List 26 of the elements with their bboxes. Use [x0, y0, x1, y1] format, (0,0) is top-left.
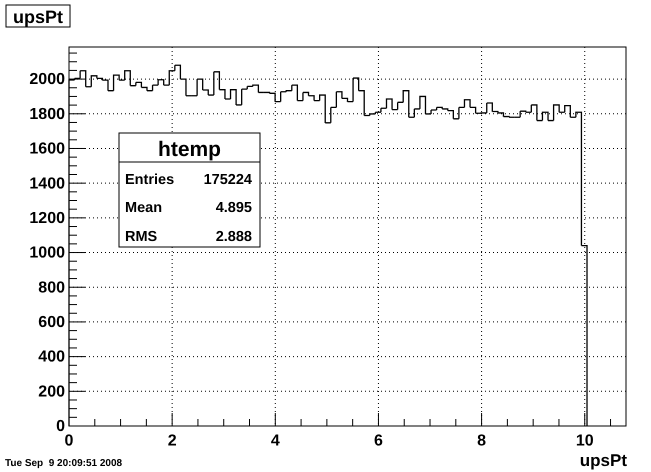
- x-tick-label: 6: [374, 432, 383, 450]
- y-tick-label: 1200: [29, 210, 66, 227]
- annotation: 4.895: [216, 200, 252, 216]
- y-tick-label: 600: [38, 314, 66, 332]
- y-tick-label: 0: [56, 418, 66, 436]
- x-axis-title: upsPt: [580, 451, 628, 470]
- text: Tue Sep 9 20:09:51 2008: [5, 458, 123, 469]
- y-tick-label: 800: [38, 279, 66, 296]
- annotation: RMS: [125, 229, 158, 245]
- y-tick-label: 2000: [29, 71, 66, 88]
- annotation: Mean: [125, 200, 162, 216]
- y-tick-label: 1800: [29, 106, 66, 123]
- y-tick-label: 1400: [29, 175, 66, 192]
- x-tick-label: 4: [270, 432, 280, 450]
- y-tick-label: 1000: [29, 244, 66, 262]
- chart-title: upsPt: [13, 7, 64, 27]
- y-tick-label: 1600: [29, 140, 66, 158]
- x-tick-label: 10: [576, 432, 594, 450]
- x-tick-label: 8: [477, 432, 486, 450]
- annotation: Entries: [125, 172, 174, 188]
- y-tick-label: 400: [38, 348, 66, 366]
- annotation: 2.888: [216, 229, 252, 245]
- annotation: htemp: [158, 138, 221, 161]
- annotation: 175224: [204, 172, 252, 188]
- x-tick-label: 2: [168, 432, 177, 450]
- y-tick-label: 200: [38, 383, 66, 400]
